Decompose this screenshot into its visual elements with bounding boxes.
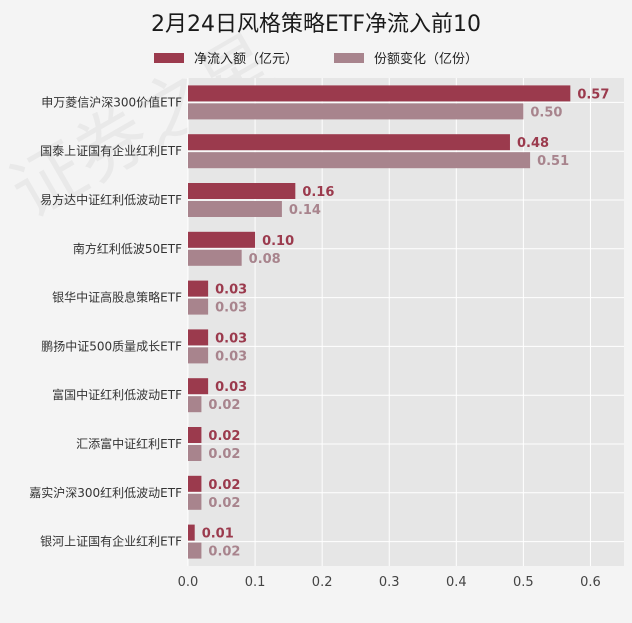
- bar-inflow: [188, 231, 256, 248]
- bar-share-change: [188, 445, 202, 461]
- y-tick-label: 易方达中证红利低波动ETF: [40, 192, 182, 207]
- bar-share-change: [188, 542, 202, 559]
- data-label-inflow: 0.03: [215, 380, 247, 395]
- y-tick-label: 南方红利低波50ETF: [73, 241, 182, 256]
- bar-share-change: [188, 201, 282, 217]
- bar-chart: 0.0 0.1 0.2 0.3 0.4 0.5 0.6 申万菱信沪深300价值ETF 0.57 0…: [29, 78, 624, 590]
- data-label-inflow: 0.01: [202, 527, 234, 542]
- data-label-share-change: 0.02: [208, 447, 240, 462]
- y-tick-label: 银河上证国有企业红利ETF: [40, 534, 182, 549]
- bar-share-change: [188, 103, 524, 120]
- data-label-share-change: 0.02: [208, 545, 240, 560]
- bar-share-change: [188, 493, 202, 510]
- y-tick-label: 申万菱信沪深300价值ETF: [41, 94, 182, 109]
- y-tick-label: 鹏扬中证500质量成长ETF: [41, 338, 182, 353]
- y-tick-label: 嘉实沪深300红利低波动ETF: [29, 485, 182, 500]
- data-label-share-change: 0.03: [215, 349, 247, 364]
- bar-inflow: [188, 524, 195, 541]
- data-label-share-change: 0.14: [289, 203, 321, 218]
- bar-share-change: [188, 347, 209, 364]
- x-tick-label: 0.0: [178, 575, 199, 590]
- legend-item-inflow: 净流入额（亿元）: [153, 48, 298, 67]
- legend-swatch-share-change: [334, 52, 364, 63]
- x-tick-label: 0.5: [513, 575, 534, 590]
- data-label-inflow: 0.02: [208, 478, 240, 493]
- bar-share-change: [188, 396, 202, 413]
- bar-inflow: [188, 280, 209, 297]
- x-tick-label: 0.6: [580, 575, 601, 590]
- data-label-share-change: 0.02: [208, 496, 240, 511]
- x-tick-label: 0.2: [312, 575, 333, 590]
- bar-share-change: [188, 249, 242, 266]
- data-label-share-change: 0.03: [215, 301, 247, 316]
- bar-share-change: [188, 152, 531, 169]
- bar-inflow: [188, 378, 209, 395]
- y-tick-label: 汇添富中证红利ETF: [76, 436, 182, 451]
- bar-inflow: [188, 85, 571, 102]
- data-label-share-change: 0.51: [537, 154, 569, 169]
- legend-label-share-change: 份额变化（亿份）: [374, 52, 479, 67]
- bar-inflow: [188, 183, 296, 199]
- data-label-inflow: 0.16: [302, 185, 334, 200]
- data-label-share-change: 0.08: [249, 252, 281, 267]
- x-tick-label: 0.1: [245, 575, 266, 590]
- bar-share-change: [188, 298, 209, 315]
- bar-inflow: [188, 427, 202, 443]
- legend-label-inflow: 净流入额（亿元）: [193, 52, 298, 67]
- data-label-inflow: 0.03: [215, 283, 247, 298]
- chart-title: 2月24日风格策略ETF净流入前10: [151, 12, 481, 37]
- y-tick-label: 银华中证高股息策略ETF: [52, 290, 182, 305]
- legend-item-share-change: 份额变化（亿份）: [334, 48, 478, 67]
- data-label-inflow: 0.57: [577, 87, 609, 102]
- y-tick-label: 富国中证红利低波动ETF: [52, 387, 182, 402]
- data-label-inflow: 0.02: [208, 429, 240, 444]
- bar-inflow: [188, 134, 510, 151]
- data-label-inflow: 0.48: [517, 136, 549, 151]
- x-tick-label: 0.3: [379, 575, 400, 590]
- data-label-inflow: 0.10: [262, 234, 294, 249]
- legend-swatch-inflow: [153, 52, 184, 63]
- data-label-share-change: 0.02: [208, 398, 240, 413]
- bar-inflow: [188, 329, 209, 346]
- data-label-share-change: 0.50: [530, 105, 562, 120]
- bar-inflow: [188, 475, 202, 492]
- data-label-inflow: 0.03: [215, 331, 247, 346]
- y-tick-label: 国泰上证国有企业红利ETF: [40, 143, 182, 158]
- chart-legend: 净流入额（亿元） 份额变化（亿份）: [0, 48, 632, 67]
- x-tick-label: 0.4: [446, 575, 467, 590]
